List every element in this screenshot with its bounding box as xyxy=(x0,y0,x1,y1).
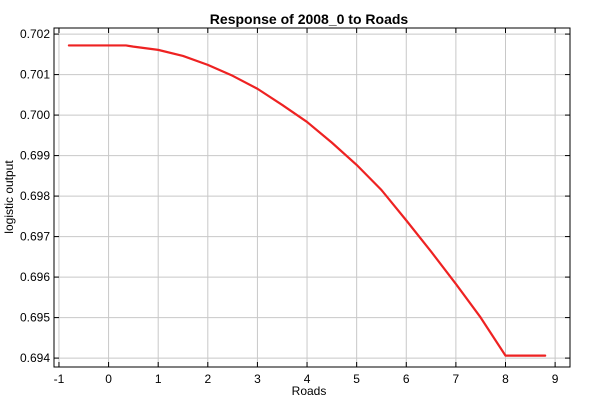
plot-frame xyxy=(53,27,571,368)
y-tick-label: 0.694 xyxy=(20,351,50,365)
x-tick-label: 9 xyxy=(552,372,559,386)
x-tick-label: 4 xyxy=(304,372,311,386)
x-tick-label: 1 xyxy=(155,372,162,386)
chart-title: Response of 2008_0 to Roads xyxy=(210,11,409,27)
x-tick-label: 2 xyxy=(204,372,211,386)
x-tick-label: 8 xyxy=(502,372,509,386)
tick-labels: -1 0 1 2 3 4 5 6 7 8 9 0.694 0.695 0.696 0.697 0.698 0.6… xyxy=(20,27,559,386)
y-tick-label: 0.695 xyxy=(20,311,50,325)
y-tick-label: 0.696 xyxy=(20,270,50,284)
y-axis-label: logistic output xyxy=(2,160,16,234)
series-layer xyxy=(67,44,547,357)
y-tick-label: 0.701 xyxy=(20,68,50,82)
y-tick-label: 0.702 xyxy=(20,27,50,41)
x-tick-label: 0 xyxy=(105,372,112,386)
x-tick-label: 5 xyxy=(353,372,360,386)
grid-lines xyxy=(54,28,570,367)
axis-ticks xyxy=(54,28,570,367)
y-tick-label: 0.697 xyxy=(20,230,50,244)
x-tick-label: 6 xyxy=(403,372,410,386)
y-tick-label: 0.700 xyxy=(20,108,50,122)
x-tick-label: 7 xyxy=(453,372,460,386)
x-axis-label: Roads xyxy=(292,384,327,398)
series-line xyxy=(67,44,547,357)
x-tick-label: -1 xyxy=(54,372,65,386)
y-tick-label: 0.698 xyxy=(20,189,50,203)
x-tick-label: 3 xyxy=(254,372,261,386)
y-tick-label: 0.699 xyxy=(20,149,50,163)
